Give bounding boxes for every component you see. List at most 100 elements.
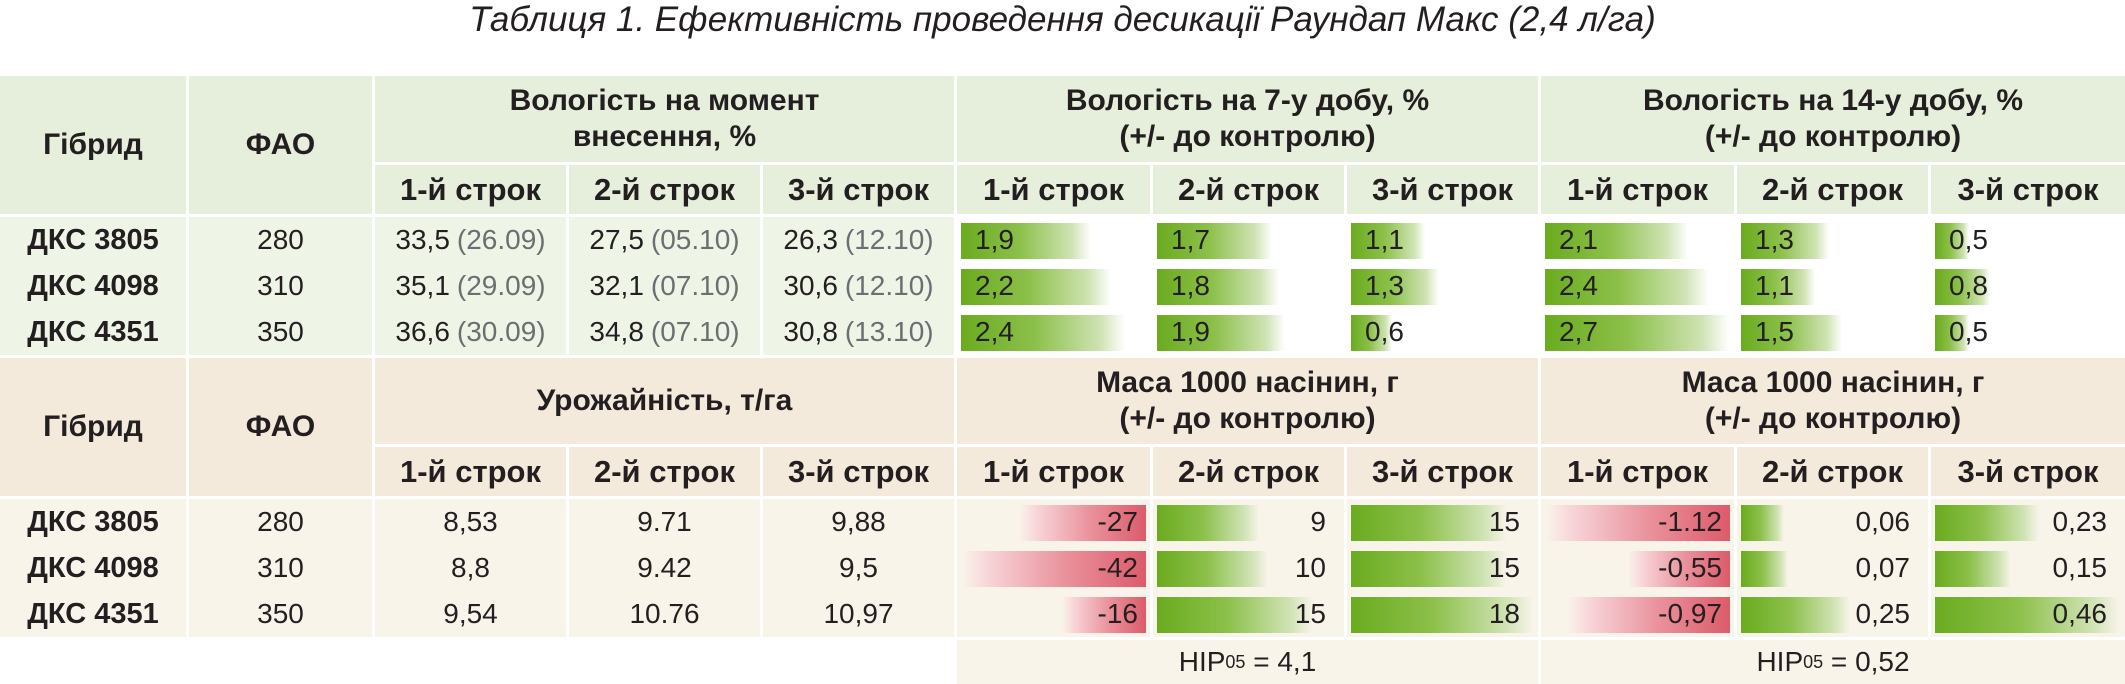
moisture-cell: 26,3 (12.10): [760, 217, 954, 263]
term-header: 3-й строк: [1928, 447, 2125, 496]
group-1-title: Урожайність, т/га: [375, 358, 954, 444]
mass-delta-cell: 9: [1150, 499, 1344, 545]
delta-value: 0,5: [1931, 224, 1988, 256]
delta-value: -27: [1098, 506, 1150, 538]
moisture-delta-cell: 1,5: [1734, 309, 1928, 355]
term-header: 3-й строк: [1344, 165, 1538, 214]
moisture-value: 33,5: [395, 224, 450, 256]
positive-bar: [1741, 597, 1850, 633]
nir-value: = 4,1: [1245, 646, 1316, 678]
term-header: 2-й строк: [566, 165, 760, 214]
delta-value: 0,8: [1931, 270, 1988, 302]
fao-cell: 350: [186, 309, 372, 355]
delta-value: 1,9: [1153, 316, 1210, 348]
delta-value: 0,06: [1856, 506, 1929, 538]
group-2-title: Маса 1000 насінин, г(+/- до контролю): [957, 358, 1538, 444]
mass-delta-cell: 15: [1344, 499, 1538, 545]
yield-cell: 9,5: [760, 545, 954, 591]
mass-delta-cell: 10: [1150, 545, 1344, 591]
moisture-cell: 36,6 (30.09): [372, 309, 566, 355]
group-3-column: Маса 1000 насінин, г(+/- до контролю)1-й…: [1538, 358, 2125, 496]
moisture-cell: 30,8 (13.10): [760, 309, 954, 355]
moisture-delta-cell: 1,9: [954, 217, 1150, 263]
positive-bar: [1157, 505, 1259, 541]
application-date: (12.10): [845, 224, 934, 256]
delta-value: 2,1: [1541, 224, 1598, 256]
nir-subscript: 05: [1803, 652, 1823, 673]
group-3-column: Вологість на 14-у добу, %(+/- до контрол…: [1538, 76, 2125, 214]
delta-value: 1,5: [1737, 316, 1794, 348]
fao-cell: 310: [186, 545, 372, 591]
fao-cell: 280: [186, 499, 372, 545]
positive-bar: [1157, 597, 1313, 633]
positive-bar: [1351, 551, 1507, 587]
hybrid-cell: ДКС 3805: [0, 217, 186, 263]
term-header: 1-й строк: [375, 165, 566, 214]
hybrid-header: Гібрид: [0, 76, 186, 214]
yield-cell: 9,54: [372, 591, 566, 637]
moisture-value: 32,1: [589, 270, 644, 302]
term-header: 3-й строк: [1928, 165, 2125, 214]
delta-value: 0,46: [2053, 598, 2125, 630]
moisture-cell: 34,8 (07.10): [566, 309, 760, 355]
mass-delta-cell: -0,55: [1538, 545, 1734, 591]
positive-bar: [1157, 551, 1268, 587]
delta-value: 1,7: [1153, 224, 1210, 256]
group-3-title: Вологість на 14-у добу, %(+/- до контрол…: [1541, 76, 2125, 162]
hybrid-cell: ДКС 4098: [0, 545, 186, 591]
moisture-delta-cell: 2,2: [954, 263, 1150, 309]
hybrid-header: Гібрид: [0, 358, 186, 496]
yield-cell: 9.71: [566, 499, 760, 545]
term-header: 1-й строк: [1541, 447, 1734, 496]
mass-delta-cell: -27: [954, 499, 1150, 545]
yield-cell: 8,8: [372, 545, 566, 591]
fao-header: ФАО: [186, 358, 372, 496]
moisture-cell: 30,6 (12.10): [760, 263, 954, 309]
term-header: 2-й строк: [566, 447, 760, 496]
application-date: (07.10): [651, 316, 740, 348]
mass-delta-cell: -16: [954, 591, 1150, 637]
delta-value: -42: [1098, 552, 1150, 584]
fao-cell: 280: [186, 217, 372, 263]
moisture-value: 35,1: [395, 270, 450, 302]
group-2-column: Маса 1000 насінин, г(+/- до контролю)1-й…: [954, 358, 1538, 496]
yield-cell: 10,97: [760, 591, 954, 637]
delta-value: 1,3: [1737, 224, 1794, 256]
moisture-delta-cell: 1,1: [1344, 217, 1538, 263]
delta-value: 0,07: [1856, 552, 1929, 584]
delta-value: 1,1: [1347, 224, 1404, 256]
mass-delta-cell: 15: [1150, 591, 1344, 637]
moisture-delta-cell: 1,3: [1344, 263, 1538, 309]
term-header: 3-й строк: [1344, 447, 1538, 496]
moisture-delta-cell: 2,7: [1538, 309, 1734, 355]
term-header: 1-й строк: [957, 165, 1150, 214]
delta-value: 2,2: [957, 270, 1014, 302]
positive-bar: [1741, 505, 1784, 541]
hybrid-cell: ДКС 4098: [0, 263, 186, 309]
mass-delta-cell: 0,23: [1928, 499, 2125, 545]
term-header: 3-й строк: [760, 165, 954, 214]
mass-delta-cell: 0,46: [1928, 591, 2125, 637]
delta-value: 18: [1489, 598, 1538, 630]
term-header: 2-й строк: [1150, 165, 1344, 214]
mass-delta-cell: -0,97: [1538, 591, 1734, 637]
delta-value: -0,55: [1658, 552, 1734, 584]
yield-cell: 9,88: [760, 499, 954, 545]
group-2-column: Вологість на 7-у добу, %(+/- до контролю…: [954, 76, 1538, 214]
application-date: (12.10): [845, 270, 934, 302]
moisture-delta-cell: 2,4: [954, 309, 1150, 355]
term-header: 1-й строк: [1541, 165, 1734, 214]
table-title: Таблиця 1. Ефективність проведення десик…: [0, 0, 2125, 40]
